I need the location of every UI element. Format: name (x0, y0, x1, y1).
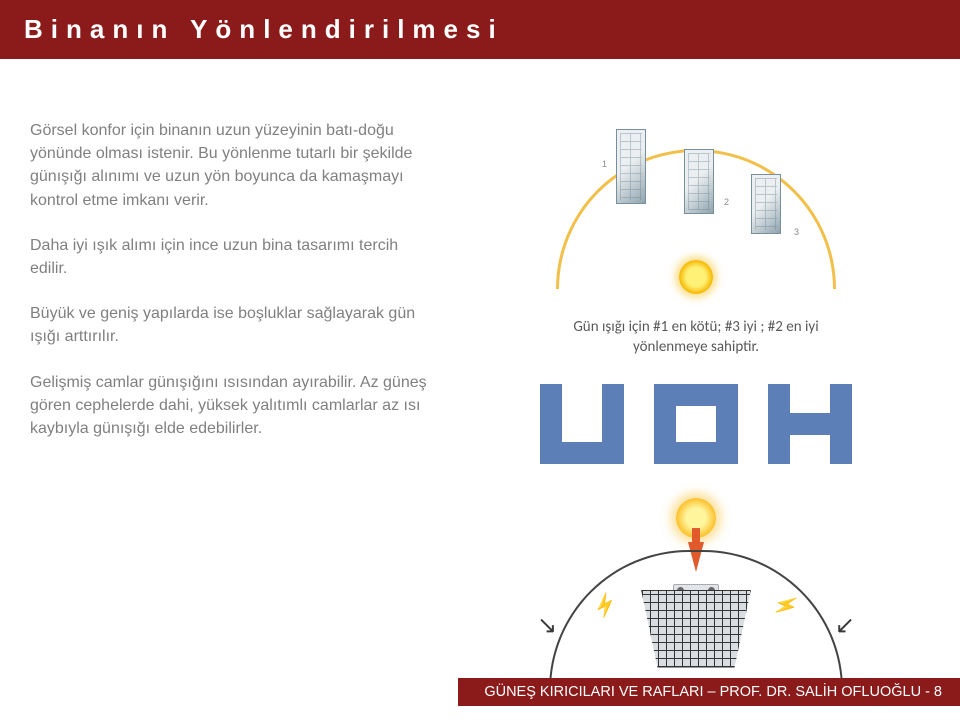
slide-title: Binanın Yönlendirilmesi (0, 0, 960, 59)
u-shape-plan-icon (540, 384, 624, 464)
content-area: Görsel konfor için binanın uzun yüzeyini… (0, 59, 960, 668)
figure-column: 1 2 3 Gün ışığı için #1 en kötü; #3 iyi … (462, 119, 930, 668)
building-1-icon (616, 129, 646, 204)
building-1-label: 1 (602, 159, 607, 169)
building-2-label: 2 (724, 197, 729, 207)
left-arrow-icon: ↘ (537, 611, 557, 640)
o-shape-plan-icon (654, 384, 738, 464)
building-3-label: 3 (794, 227, 799, 237)
right-arrow-icon: ↙ (835, 611, 855, 640)
diagram-caption: Gün ışığı için #1 en kötü; #3 iyi ; #2 e… (553, 317, 838, 358)
building-3-icon (751, 174, 781, 234)
text-column: Görsel konfor için binanın uzun yüzeyini… (30, 119, 462, 668)
glazing-diagram: ⚡ ⚡ ↘ ↙ (531, 498, 861, 668)
footer-label: GÜNEŞ KIRICILARI VE RAFLARI – PROF. DR. … (458, 678, 960, 706)
caption-line-1: Gün ışığı için #1 en kötü; #3 iyi ; #2 e… (573, 318, 818, 336)
paragraph-4: Gelişmiş camlar günışığını ısısından ayı… (30, 371, 432, 441)
floorplan-shapes (540, 384, 852, 464)
paragraph-1: Görsel konfor için binanın uzun yüzeyini… (30, 119, 432, 212)
paragraph-2: Daha iyi ışık alımı için ince uzun bina … (30, 234, 432, 280)
h-shape-plan-icon (768, 384, 852, 464)
paragraph-3: Büyük ve geniş yapılarda ise boşluklar s… (30, 302, 432, 348)
solar-panel-icon (641, 590, 751, 668)
orientation-diagram: 1 2 3 (546, 119, 846, 299)
sun-icon (679, 260, 713, 294)
caption-line-2: yönlenmeye sahiptir. (633, 338, 759, 356)
building-2-icon (684, 149, 714, 214)
